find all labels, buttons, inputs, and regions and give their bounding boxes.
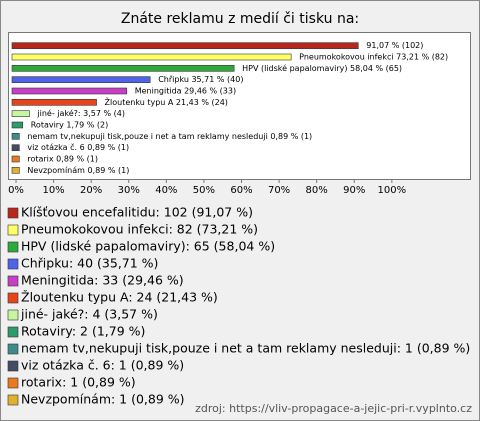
value-label: Chřipku 35,71 % (40) <box>158 75 243 84</box>
legend-label: jiné- jaké?: 4 (3,57 %) <box>20 307 158 322</box>
bar <box>11 133 20 140</box>
x-tick-label: 50% <box>193 185 215 196</box>
bar <box>11 76 151 83</box>
x-tick-label: 30% <box>118 185 140 196</box>
x-tick-label: 20% <box>80 185 102 196</box>
legend-swatch <box>7 343 19 355</box>
legend-label: nemam tv,nekupuji tisk,pouze i net a tam… <box>21 341 470 356</box>
bar <box>11 87 128 95</box>
bar <box>11 42 359 49</box>
value-label: Nevzpomínám 0,89 % (1) <box>27 166 129 175</box>
value-label: rotarix 0,89 % (1) <box>27 155 98 164</box>
value-label: HPV (lidské papalomaviry) 58,04 % (65) <box>242 63 402 73</box>
legend-label: Meningitida: 33 (29,46 %) <box>21 273 184 288</box>
value-label: viz otázka č. 6 0,89 % (1) <box>27 142 129 152</box>
legend-label: rotarix: 1 (0,89 %) <box>21 375 136 390</box>
bar <box>11 155 20 163</box>
x-tick-label: 40% <box>155 185 177 196</box>
value-label: nemam tv,nekupuji tisk,pouze i net a tam… <box>27 132 312 141</box>
legend-swatch <box>7 275 19 287</box>
bar <box>11 65 235 72</box>
legend-label: Rotaviry: 2 (1,79 %) <box>21 324 145 339</box>
x-tick-label: 100% <box>378 185 407 196</box>
legend-swatch <box>7 224 19 236</box>
x-tick-label: 60% <box>230 185 252 196</box>
bar <box>11 121 24 129</box>
x-tick-label: 70% <box>268 185 290 196</box>
value-label: 91,07 % (102) <box>366 41 423 50</box>
legend-swatch <box>7 394 19 406</box>
legend-swatch <box>7 292 19 304</box>
bar <box>11 99 97 106</box>
legend-label: Žloutenku typu A: 24 (21,43 %) <box>21 290 218 305</box>
legend-swatch <box>7 309 19 321</box>
legend-label: HPV (lidské papalomaviry): 65 (58,04 %) <box>21 239 275 254</box>
value-label: Rotaviry 1,79 % (2) <box>31 121 109 130</box>
value-label: Pneumokokovou infekci 73,21 % (82) <box>299 53 448 62</box>
legend-swatch <box>7 207 19 219</box>
value-label: jiné- jaké?: 3,57 % (4) <box>36 108 125 118</box>
value-label: Meningitida 29,46 % (33) <box>135 87 236 96</box>
legend-label: Pneumokokovou infekci: 82 (73,21 %) <box>21 222 258 237</box>
legend-swatch <box>7 326 19 338</box>
legend-label: Klíšťovou encefalitidu: 102 (91,07 %) <box>21 205 253 220</box>
value-label: Žloutenku typu A 21,43 % (24) <box>105 96 228 107</box>
legend-swatch <box>7 377 19 389</box>
legend-swatch <box>7 258 19 270</box>
bar <box>11 167 20 174</box>
chart-title: Znáte reklamu z medií či tisku na: <box>121 11 359 27</box>
x-tick-label: 80% <box>306 185 328 196</box>
x-tick-label: 0% <box>8 185 24 196</box>
legend-label: viz otázka č. 6: 1 (0,89 %) <box>21 358 184 373</box>
x-tick-label: 90% <box>343 185 365 196</box>
bar <box>11 110 30 117</box>
source: zdroj: https://vliv-propagace-a-jejic-pr… <box>195 402 472 415</box>
legend-swatch <box>7 360 19 372</box>
bar <box>11 53 292 61</box>
bar <box>11 144 20 151</box>
x-tick-label: 10% <box>42 185 64 196</box>
legend-swatch <box>7 241 19 253</box>
legend-label: Chřipku: 40 (35,71 %) <box>21 256 158 271</box>
legend-label: Nevzpomínám: 1 (0,89 %) <box>21 392 185 407</box>
